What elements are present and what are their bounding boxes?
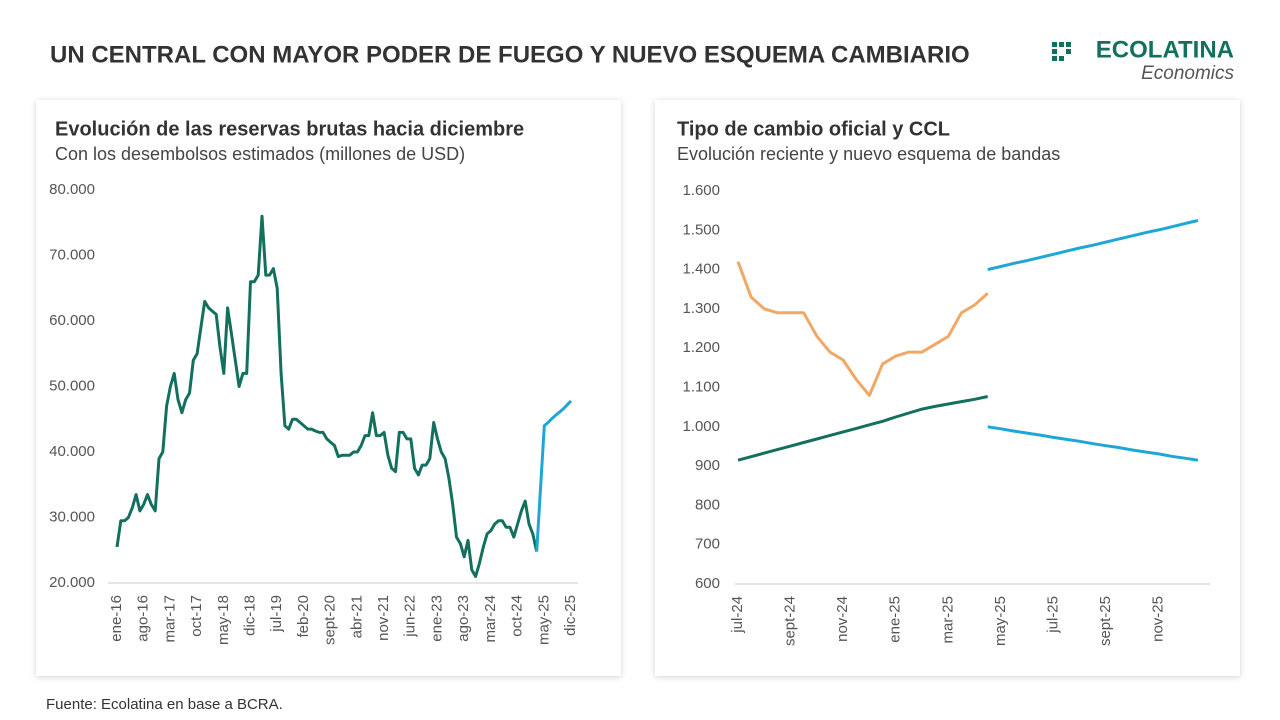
- x-tick-label: sept-24: [782, 596, 799, 646]
- logo-icon: [1052, 42, 1071, 61]
- line: [987, 425, 1199, 462]
- x-tick-label: ago-23: [455, 595, 472, 642]
- chart-title: Evolución de las reservas brutas hacia d…: [55, 118, 524, 140]
- x-tick-label: may-25: [535, 595, 552, 645]
- x-tick-label: mar-25: [939, 596, 956, 644]
- chart-title: Tipo de cambio oficial y CCL: [677, 118, 950, 140]
- y-tick-label: 20.000: [49, 574, 95, 591]
- y-tick-label: 30.000: [49, 508, 95, 525]
- x-tick-label: ago-16: [135, 595, 152, 642]
- x-tick-label: jul-24: [729, 596, 746, 634]
- chart-subtitle: Con los desembolsos estimados (millones …: [55, 144, 465, 164]
- y-tick-label: 600: [695, 575, 720, 592]
- x-tick-label: sept-20: [322, 595, 339, 645]
- x-tick-label: mar-17: [161, 595, 178, 643]
- y-tick-label: 60.000: [49, 312, 95, 329]
- x-tick-label: oct-17: [188, 595, 205, 637]
- x-tick-label: nov-25: [1150, 596, 1167, 642]
- source: Fuente: Ecolatina en base a BCRA.: [46, 696, 283, 713]
- line: [115, 214, 539, 578]
- y-tick-label: 1.500: [682, 221, 720, 238]
- y-tick-label: 40.000: [49, 443, 95, 460]
- x-tick-label: abr-21: [348, 595, 365, 638]
- x-tick-label: jun-22: [402, 595, 419, 638]
- y-tick-label: 1.200: [682, 339, 720, 356]
- x-tick-label: jul-25: [1044, 596, 1061, 634]
- x-tick-label: feb-20: [295, 595, 312, 638]
- y-tick-label: 1.600: [682, 182, 720, 199]
- card: [36, 100, 621, 676]
- y-tick-label: 80.000: [49, 181, 95, 198]
- slide-title: UN CENTRAL CON MAYOR PODER DE FUEGO Y NU…: [50, 41, 970, 68]
- x-tick-label: nov-21: [375, 595, 392, 641]
- x-tick-label: dic-18: [241, 595, 258, 636]
- y-tick-label: 800: [695, 496, 720, 513]
- y-tick-label: 900: [695, 457, 720, 474]
- y-tick-label: 1.100: [682, 378, 720, 395]
- y-tick-label: 1.400: [682, 261, 720, 278]
- line: [737, 395, 989, 462]
- x-tick-label: nov-24: [834, 596, 851, 642]
- x-tick-label: sept-25: [1097, 596, 1114, 646]
- y-tick-label: 1.000: [682, 418, 720, 435]
- x-tick-label: ene-25: [887, 596, 904, 643]
- x-tick-label: may-25: [992, 596, 1009, 646]
- y-tick-label: 50.000: [49, 377, 95, 394]
- y-tick-label: 700: [695, 536, 720, 553]
- x-tick-label: may-18: [215, 595, 232, 645]
- line: [535, 399, 573, 552]
- chart-subtitle: Evolución reciente y nuevo esquema de ba…: [677, 144, 1060, 164]
- x-tick-label: ene-23: [428, 595, 445, 642]
- line: [736, 261, 989, 397]
- x-tick-label: oct-24: [509, 595, 526, 637]
- x-tick-label: mar-24: [482, 595, 499, 643]
- line: [987, 219, 1199, 272]
- y-tick-label: 70.000: [49, 246, 95, 263]
- logo-sub: Economics: [1141, 63, 1234, 84]
- x-tick-label: jul-19: [268, 595, 285, 633]
- x-tick-label: dic-25: [562, 595, 579, 636]
- logo: ECOLATINA: [1096, 36, 1234, 63]
- x-tick-label: ene-16: [108, 595, 125, 642]
- y-tick-label: 1.300: [682, 300, 720, 317]
- card: [655, 100, 1240, 676]
